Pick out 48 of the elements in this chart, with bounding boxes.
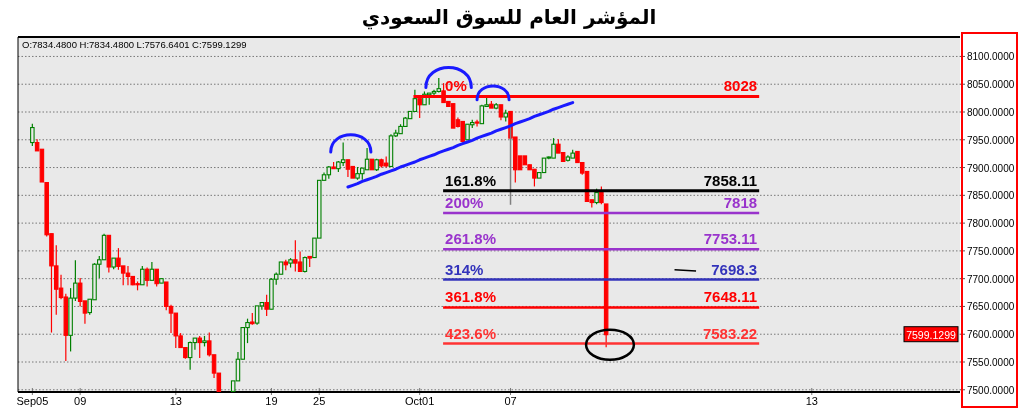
candlestick	[140, 265, 145, 286]
candlestick	[125, 265, 131, 286]
x-tick-label: 07	[504, 395, 517, 407]
ref-line-label: 7583.22	[702, 324, 758, 342]
annotation: 423.6%	[445, 324, 496, 342]
line-series	[346, 101, 575, 189]
ref-line-label: 7648.11	[703, 288, 758, 306]
y-tick-label: 7600.0000	[967, 329, 1015, 341]
ref-line-label: 7698.3	[711, 260, 758, 278]
y-tick-label: 7650.0000	[967, 301, 1015, 313]
annotation: 314%	[445, 260, 484, 278]
ref-line-label: 8028	[723, 77, 758, 95]
y-tick-label: 8050.0000	[967, 79, 1015, 91]
y-tick-label: 7800.0000	[967, 218, 1015, 230]
annotation: 261.8%	[445, 230, 496, 248]
annotation: 0%	[445, 77, 467, 95]
candlestick	[187, 340, 193, 371]
annotation: 200%	[445, 194, 484, 212]
ref-line-label: 7818	[723, 194, 758, 212]
x-tick-label: Sep05	[16, 395, 49, 407]
annotation: O:7834.4800 H:7834.4800 L:7576.6401 C:7599.1299	[22, 39, 247, 50]
x-tick-label: 19	[265, 395, 278, 407]
x-tick-label: 13	[169, 395, 182, 407]
y-tick-label: 8100.0000	[967, 51, 1015, 63]
y-tick-label: 8000.0000	[967, 107, 1015, 118]
x-tick-label: 13	[805, 395, 818, 407]
y-tick-label: 7500.0000	[967, 384, 1015, 396]
x-tick-label: 25	[313, 395, 326, 407]
y-tick-label: 7700.0000	[967, 273, 1015, 285]
y-tick-label: 7900.0000	[967, 162, 1015, 174]
annotation: 7599.1299	[906, 328, 956, 341]
y-tick-label: 7850.0000	[967, 190, 1015, 202]
candlestick	[297, 250, 303, 273]
annotation: 361.8%	[445, 288, 496, 306]
candlestick	[254, 305, 260, 326]
x-tick-label: 09	[74, 395, 87, 407]
candlestick	[30, 123, 35, 147]
candlestick	[264, 294, 269, 317]
y-tick-label: 7950.0000	[967, 134, 1015, 146]
candlestick	[293, 239, 298, 273]
ref-line-label: 7858.11	[703, 171, 758, 189]
y-tick-label: 7550.0000	[967, 357, 1015, 368]
candlestick	[197, 335, 202, 359]
ref-line-label: 7753.11	[703, 230, 758, 248]
chart-title: المؤشر العام للسوق السعودي	[361, 5, 657, 30]
x-tick-label: Oct01	[404, 395, 435, 407]
annotation: 161.8%	[445, 171, 496, 189]
y-tick-label: 7750.0000	[967, 245, 1015, 257]
